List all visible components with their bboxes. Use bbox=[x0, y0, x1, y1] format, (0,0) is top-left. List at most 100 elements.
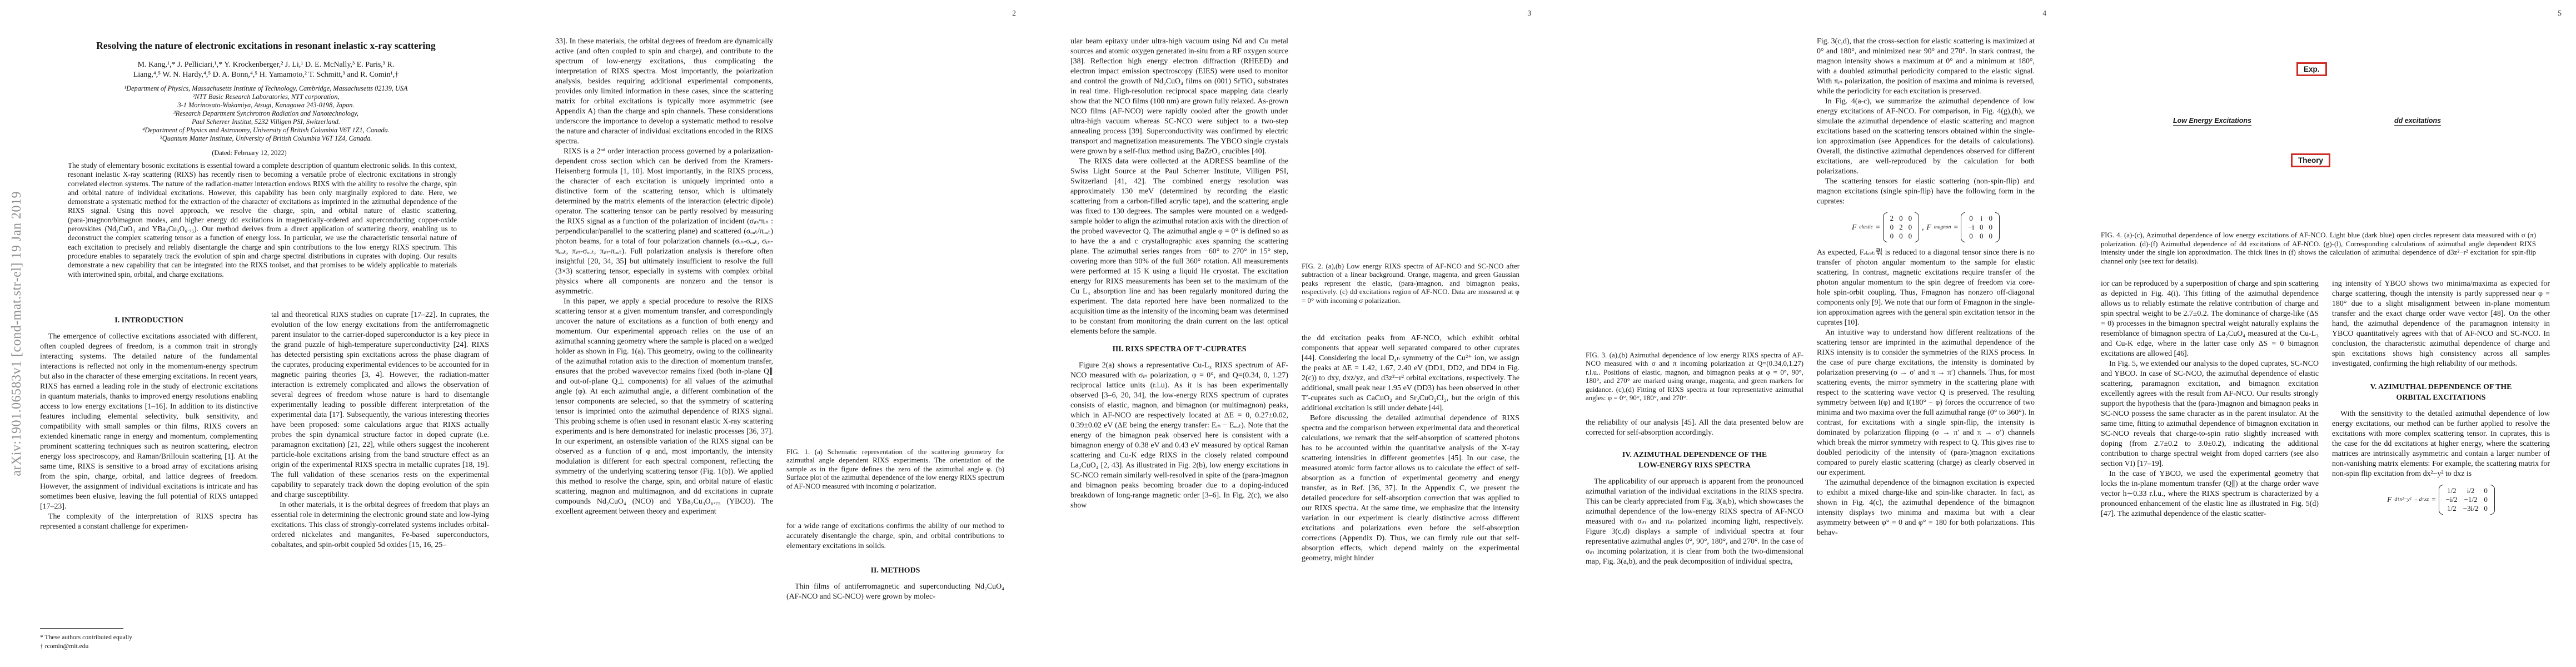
matrix-cell: i bbox=[1980, 214, 1983, 222]
paragraph: The complexity of the interpretation of … bbox=[40, 512, 258, 531]
page3-right-column: the dd excitation peaks from AF-NCO, whi… bbox=[1302, 334, 1519, 656]
equation-symbol: F bbox=[2387, 495, 2392, 504]
paragraph: In other materials, it is the orbital de… bbox=[271, 501, 489, 549]
figure-4: Exp. Theory Low Energy Excitations dd ex… bbox=[2101, 36, 2536, 227]
matrix-cell: 0 bbox=[1980, 232, 1984, 240]
matrix-cell: −i bbox=[1968, 223, 1974, 231]
paragraph: The applicability of our approach is app… bbox=[1586, 477, 1803, 566]
page1-right-column: tal and theoretical RIXS studies on cupr… bbox=[271, 310, 489, 657]
equation-subscript: magnon bbox=[1934, 225, 1951, 230]
affiliation-3: ³Research Department Synchrotron Radiati… bbox=[173, 109, 358, 117]
figure-1a-scattering-geometry bbox=[786, 33, 1004, 272]
paragraph: Fig. 3(c,d), that the cross-section for … bbox=[1817, 37, 2035, 96]
matrix-cell: 0 bbox=[1899, 232, 1903, 240]
page4-left-column: the reliability of our analysis [45]. Al… bbox=[1586, 418, 1803, 656]
paragraph: The azimuthal dependence of the bimagnon… bbox=[1817, 479, 2035, 537]
paragraph: Figure 2(a) shows a representative Cu-L₃… bbox=[1070, 361, 1288, 510]
matrix-cell: 0 bbox=[1908, 223, 1912, 231]
paragraph: In Fig. 5, we extended our analysis to t… bbox=[2101, 360, 2319, 468]
section-heading-orbital-1: V. AZIMUTHAL DEPENDENCE OF THE bbox=[2370, 383, 2512, 391]
matrix-cell: −3i/2 bbox=[2463, 504, 2479, 512]
equals-sign: = bbox=[1876, 223, 1880, 231]
matrix-cell: i/2 bbox=[2467, 486, 2475, 495]
page-number: 4 bbox=[2042, 9, 2046, 17]
matrix-cell: 0 bbox=[1980, 223, 1984, 231]
matrix-cell: 2 bbox=[1899, 223, 1903, 231]
matrix-cell: 0 bbox=[1899, 214, 1903, 222]
page2-right-column: for a wide range of excitations confirms… bbox=[786, 521, 1004, 655]
matrix-cell: 1/2 bbox=[2447, 486, 2457, 495]
matrix-cell: 0 bbox=[1890, 223, 1894, 231]
paragraph: for a wide range of excitations confirms… bbox=[786, 522, 1004, 550]
matrix-cell: 0 bbox=[1969, 214, 1973, 222]
figure-3-azimuthal-maps-and-fits bbox=[1586, 33, 1803, 345]
authors-line-2: Liang,⁴,⁵ W. N. Hardy,⁴,⁵ D. A. Bonn,⁴,⁵… bbox=[133, 71, 399, 79]
authors-line-1: M. Kang,¹,* J. Pelliciari,¹,* Y. Krocken… bbox=[137, 61, 395, 69]
equation-symbol: F bbox=[1851, 223, 1857, 231]
page-number: 5 bbox=[2558, 9, 2562, 17]
affiliation-2: ²NTT Basic Research Laboratories, NTT co… bbox=[192, 93, 340, 101]
equation-subscript: d↑x²−y² → d↑xz bbox=[2394, 497, 2429, 502]
matrix-cell: 1/2 bbox=[2447, 504, 2457, 512]
matrix-cell: 0 bbox=[1969, 232, 1973, 240]
equation-subscript: elastic bbox=[1859, 225, 1874, 230]
arxiv-watermark-text: arXiv:1901.06583v1 [cond-mat.str-el] 19 … bbox=[9, 191, 24, 476]
matrix-cell: 0 bbox=[1989, 214, 1993, 222]
paragraph: the reliability of our analysis [45]. Al… bbox=[1586, 419, 1803, 437]
paragraph: The scattering tensors for elastic scatt… bbox=[1817, 177, 2035, 206]
affiliation-3b: Paul Scherrer Institut, 5232 Villigen PS… bbox=[192, 118, 340, 126]
matrix-cell: −i/2 bbox=[2445, 495, 2458, 504]
page1-left-column: I. INTRODUCTION The emergence of collect… bbox=[40, 310, 258, 625]
paragraph: ular beam epitaxy under ultra-high vacuu… bbox=[1070, 37, 1288, 156]
matrix-f-dd: 1/2 i/2 0 −i/2 −1/2 0 1/2 −3i/2 0 bbox=[2438, 485, 2495, 515]
paragraph: RIXS is a 2ⁿᵈ order interaction process … bbox=[555, 147, 773, 296]
section-heading-rixs-spectra: III. RIXS SPECTRA OF T′-CUPRATES bbox=[1112, 345, 1247, 354]
affiliations: ¹Department of Physics, Massachusetts In… bbox=[50, 84, 482, 143]
affiliation-1: ¹Department of Physics, Massachusetts In… bbox=[124, 84, 408, 92]
comma: , bbox=[1922, 223, 1924, 231]
paragraph: With the sensitivity to the detailed azi… bbox=[2332, 410, 2550, 478]
matrix-cell: 0 bbox=[2484, 504, 2488, 512]
equals-sign: = bbox=[2431, 495, 2436, 504]
figure-1b-surface-plot bbox=[786, 275, 1004, 442]
footnote-rule bbox=[40, 628, 123, 629]
paragraph: The emergence of collective excitations … bbox=[40, 332, 258, 511]
page-number: 2 bbox=[1012, 9, 1016, 17]
dated-line: (Dated: February 12, 2022) bbox=[212, 149, 287, 157]
page-4: 4 FIG. 3. (a),(b) Azimuthal dependence o… bbox=[1546, 0, 2061, 667]
page5-left-column: ior can be reproduced by a superposition… bbox=[2101, 279, 2319, 657]
paragraph: Thin films of antiferromagnetic and supe… bbox=[786, 583, 1004, 601]
paragraph: An intuitive way to understand how diffe… bbox=[1817, 328, 2035, 477]
matrix-cell: 0 bbox=[2484, 486, 2488, 495]
matrix-cell: 0 bbox=[1908, 214, 1912, 222]
matrix-cell: 0 bbox=[1908, 232, 1912, 240]
page-1: arXiv:1901.06583v1 [cond-mat.str-el] 19 … bbox=[0, 0, 515, 667]
page2-left-column: 33]. In these materials, the orbital deg… bbox=[555, 37, 773, 654]
paragraph: ior can be reproduced by a superposition… bbox=[2101, 280, 2319, 358]
figure-2 bbox=[1302, 32, 1519, 257]
figure-2-rixs-spectra bbox=[1302, 32, 1519, 255]
matrix-cell: 0 bbox=[1890, 232, 1894, 240]
footnote-equal-contribution: * These authors contributed equally bbox=[40, 634, 132, 641]
figure-2-caption: FIG. 2. (a),(b) Low energy RIXS spectra … bbox=[1302, 262, 1519, 305]
section-heading-methods: II. METHODS bbox=[870, 566, 920, 575]
paragraph: Before discussing the detailed azimuthal… bbox=[1302, 414, 1519, 563]
matrix-cell: 0 bbox=[1989, 232, 1993, 240]
page4-right-column: Fig. 3(c,d), that the cross-section for … bbox=[1817, 37, 2035, 657]
section-heading-azimuthal-low-energy-1: IV. AZIMUTHAL DEPENDENCE OF THE bbox=[1622, 451, 1767, 459]
matrix-cell: −1/2 bbox=[2464, 495, 2478, 504]
paper-title: Resolving the nature of electronic excit… bbox=[96, 40, 436, 51]
affiliation-2b: 3-1 Morinosato-Wakamiya, Atsugi, Kanagaw… bbox=[177, 101, 355, 109]
paragraph: In Fig. 4(a-c), we summarize the azimuth… bbox=[1817, 97, 2035, 176]
page-5: 5 Exp. Theory Low Energy Excitations dd … bbox=[2061, 0, 2576, 667]
exp-label-box: Exp. bbox=[2296, 62, 2327, 76]
page-3: 3 ular beam epitaxy under ultra-high vac… bbox=[1030, 0, 1546, 667]
paragraph: The RIXS data were collected at the ADRE… bbox=[1070, 157, 1288, 336]
section-heading-orbital-2: ORBITAL EXCITATIONS bbox=[2396, 394, 2486, 402]
group-label-dd: dd excitations bbox=[2394, 117, 2442, 126]
